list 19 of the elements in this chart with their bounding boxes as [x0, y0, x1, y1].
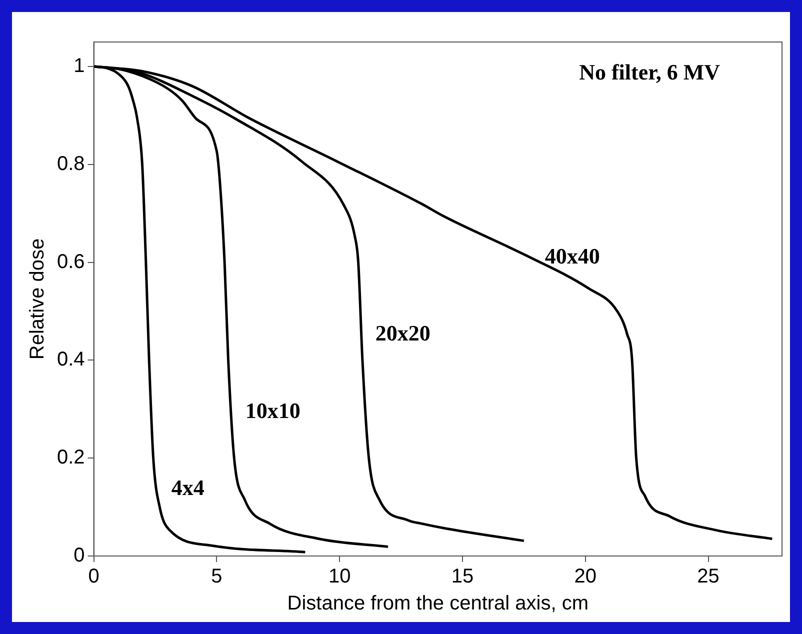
y-axis-title: Relative dose [26, 238, 49, 360]
series-label: 10x10 [245, 398, 300, 423]
y-tick-label: 0.4 [56, 348, 85, 371]
series-label: 40x40 [544, 244, 600, 269]
x-tick-label: 5 [211, 566, 222, 588]
y-tick-label: 0 [74, 544, 85, 567]
y-tick-label: 0.8 [56, 152, 85, 175]
x-tick-label: 15 [451, 566, 474, 588]
x-tick-label: 0 [88, 566, 100, 588]
annotation: No filter, 6 MV [579, 60, 720, 85]
x-axis-title: Distance from the central axis, cm [287, 592, 589, 615]
x-tick-label: 25 [697, 566, 720, 588]
x-tick-label: 10 [328, 566, 351, 588]
y-tick-label: 0.2 [56, 446, 85, 469]
y-tick-label: 1 [74, 54, 85, 77]
series-label: 4x4 [171, 474, 204, 500]
y-tick-label: 0.6 [56, 250, 85, 273]
series-label: 20x20 [375, 320, 430, 346]
x-tick-label: 20 [574, 566, 596, 588]
